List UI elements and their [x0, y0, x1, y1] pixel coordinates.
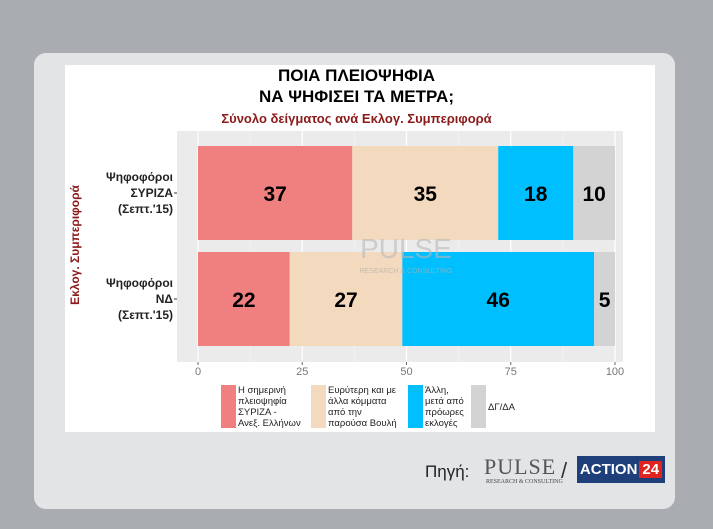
- watermark-text: PULSE: [360, 233, 452, 264]
- legend-label: πρόωρες: [425, 407, 464, 418]
- legend-label: Άλλη,: [425, 385, 449, 396]
- legend-label: ΣΥΡΙΖΑ -: [238, 407, 277, 418]
- chart-title-line-1: ΠΟΙΑ ΠΛΕΙΟΨΗΦΙΑ: [277, 66, 436, 85]
- x-tick-label: 75: [505, 366, 517, 378]
- chart-title-line-2: ΝΑ ΨΗΦΙΣΕΙ ΤΑ ΜΕΤΡΑ;: [259, 87, 454, 106]
- bar-value-label: 37: [263, 183, 286, 206]
- y-tick-label: Ψηφοφόροι: [106, 276, 173, 290]
- legend-label: πλειοψηφία: [238, 396, 287, 407]
- legend-label: από την: [328, 407, 362, 418]
- action24-logo: ACTION 24: [577, 456, 665, 483]
- y-tick-label: ΝΔ: [156, 292, 174, 306]
- bar-segment: [402, 252, 595, 346]
- legend-swatch: [311, 385, 326, 428]
- y-tick-label: (Σεπτ.'15): [118, 202, 173, 216]
- x-tick-label: 0: [195, 366, 201, 378]
- bar-segment: [198, 252, 290, 346]
- legend-swatch: [221, 385, 236, 428]
- x-tick-label: 50: [400, 366, 412, 378]
- legend-label: εκλογές: [425, 418, 458, 429]
- action24-logo-text: ACTION: [579, 461, 638, 478]
- bar-value-label: 10: [582, 183, 605, 206]
- x-tick-label: 25: [296, 366, 308, 378]
- x-tick-label: 100: [606, 366, 624, 378]
- pulse-logo: PULSE: [484, 454, 557, 479]
- legend-label: παρούσα Βουλή: [328, 418, 397, 429]
- bar-value-label: 27: [334, 289, 357, 312]
- bar-segment: [498, 146, 574, 240]
- legend-swatch: [408, 385, 423, 428]
- watermark-subtext: RESEARCH & CONSULTING: [360, 268, 453, 275]
- action24-logo-number: 24: [639, 461, 663, 478]
- bar-value-label: 18: [524, 183, 548, 206]
- bar-segment: [198, 146, 353, 240]
- legend-label: Ανεξ. Ελλήνων: [238, 418, 301, 429]
- bar-segment: [573, 146, 615, 240]
- bar-segment: [352, 146, 499, 240]
- source-label: Πηγή:: [425, 462, 470, 481]
- bar-value-label: 46: [487, 289, 510, 312]
- bar-segment: [289, 252, 403, 346]
- y-tick-label: Ψηφοφόροι: [106, 170, 173, 184]
- legend-swatch: [471, 385, 486, 428]
- chart-subtitle: Σύνολο δείγματος ανά Εκλογ. Συμπεριφορά: [221, 111, 492, 126]
- legend-label: Ευρύτερη και με: [328, 385, 397, 396]
- legend-label: ΔΓ/ΔΑ: [488, 402, 516, 413]
- legend-label: άλλα κόμματα: [328, 396, 387, 407]
- y-tick-label: (Σεπτ.'15): [118, 308, 173, 322]
- pulse-logo-subtext: RESEARCH & CONSULTING: [486, 479, 563, 485]
- bar-segment: [594, 252, 615, 346]
- bar-value-label: 22: [232, 289, 255, 312]
- legend-label: μετά από: [425, 396, 464, 407]
- legend-label: Η σημερινή: [238, 385, 286, 396]
- bar-value-label: 5: [599, 289, 611, 312]
- bar-value-label: 35: [414, 183, 438, 206]
- source-separator: /: [561, 458, 568, 483]
- y-tick-label: ΣΥΡΙΖΑ: [130, 186, 173, 200]
